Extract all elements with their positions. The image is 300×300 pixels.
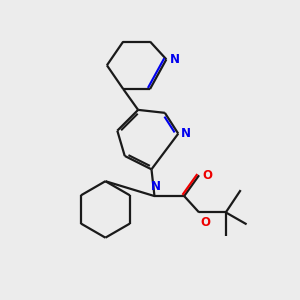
- Text: N: N: [151, 180, 161, 193]
- Text: N: N: [181, 127, 191, 140]
- Text: N: N: [170, 53, 180, 66]
- Text: O: O: [200, 216, 211, 229]
- Text: O: O: [202, 169, 213, 182]
